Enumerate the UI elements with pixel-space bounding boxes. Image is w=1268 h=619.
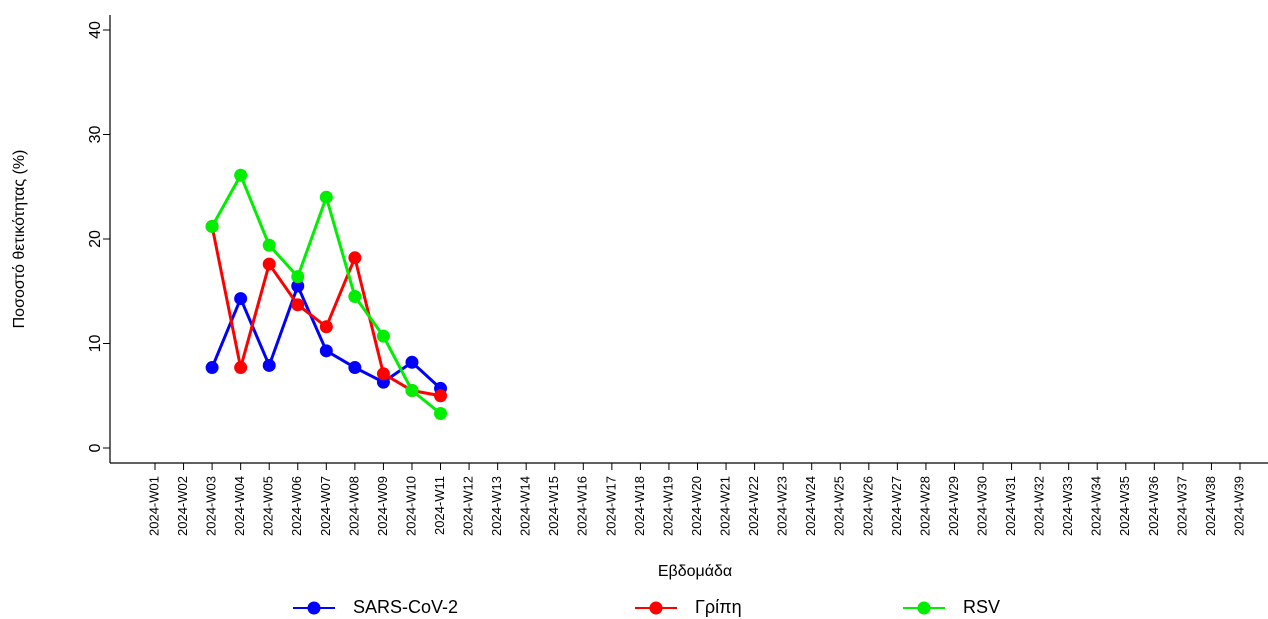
data-point: [348, 289, 362, 303]
y-tick-label: 40: [87, 21, 104, 39]
legend-label: Γρίπη: [695, 597, 742, 617]
data-point: [291, 270, 305, 284]
legend-label: RSV: [963, 597, 1000, 617]
x-tick-label: 2024-W34: [1089, 476, 1104, 536]
legend-marker: [917, 601, 931, 615]
data-point: [234, 168, 248, 182]
series-line: [210, 171, 442, 415]
x-tick-label: 2024-W32: [1032, 476, 1047, 536]
data-point: [348, 251, 362, 265]
x-tick-label: 2024-W37: [1174, 476, 1189, 536]
data-point: [434, 407, 448, 421]
x-tick-label: 2024-W29: [946, 476, 961, 536]
x-tick-label: 2024-W23: [775, 476, 790, 536]
x-tick-label: 2024-W19: [660, 476, 675, 536]
data-point: [319, 190, 333, 204]
x-tick-label: 2024-W07: [318, 476, 333, 536]
legend-marker: [307, 601, 321, 615]
y-tick-label: 10: [87, 335, 104, 353]
y-tick-label: 0: [87, 443, 104, 452]
x-tick-label: 2024-W02: [175, 476, 190, 536]
data-point: [405, 384, 419, 398]
x-tick-label: 2024-W31: [1003, 476, 1018, 536]
data-point: [348, 361, 362, 375]
x-tick-label: 2024-W24: [803, 476, 818, 536]
x-tick-label: 2024-W27: [889, 476, 904, 536]
x-tick-label: 2024-W05: [261, 476, 276, 536]
data-point: [405, 355, 419, 369]
y-tick-label: 20: [87, 230, 104, 248]
x-tick-label: 2024-W10: [403, 476, 418, 536]
x-tick-label: 2024-W36: [1146, 476, 1161, 536]
x-tick-label: 2024-W16: [575, 476, 590, 536]
x-tick-label: 2024-W06: [289, 476, 304, 536]
data-point: [291, 279, 305, 293]
x-tick-label: 2024-W17: [603, 476, 618, 536]
data-point: [262, 238, 276, 252]
x-tick-label: 2024-W38: [1203, 476, 1218, 536]
y-tick-label: 30: [87, 126, 104, 144]
x-tick-label: 2024-W11: [432, 476, 447, 535]
x-tick-label: 2024-W26: [860, 476, 875, 536]
x-tick-label: 2024-W22: [746, 476, 761, 536]
y-axis-label: Ποσοστό θετικότητας (%): [11, 150, 28, 329]
data-point: [291, 298, 305, 312]
data-point: [319, 320, 333, 334]
data-point: [234, 292, 248, 306]
data-point: [376, 329, 390, 343]
x-tick-label: 2024-W04: [232, 476, 247, 536]
x-axis-label: Εβδομάδα: [658, 563, 732, 580]
data-point: [319, 344, 333, 358]
x-tick-label: 2024-W21: [717, 476, 732, 536]
data-point: [262, 257, 276, 271]
data-point: [234, 361, 248, 375]
x-tick-label: 2024-W35: [1117, 476, 1132, 536]
data-point: [205, 361, 219, 375]
x-tick-label: 2024-W18: [632, 476, 647, 536]
x-tick-label: 2024-W13: [489, 476, 504, 536]
legend-marker: [649, 601, 663, 615]
x-tick-label: 2024-W33: [1060, 476, 1075, 536]
x-tick-label: 2024-W15: [546, 476, 561, 536]
x-tick-label: 2024-W08: [346, 476, 361, 536]
x-tick-label: 2024-W01: [146, 476, 161, 536]
x-tick-label: 2024-W30: [974, 476, 989, 536]
x-tick-label: 2024-W12: [461, 476, 476, 536]
x-tick-label: 2024-W25: [832, 476, 847, 536]
x-tick-label: 2024-W20: [689, 476, 704, 536]
x-tick-label: 2024-W03: [204, 476, 219, 536]
data-point: [205, 219, 219, 233]
x-tick-label: 2024-W14: [518, 476, 533, 536]
x-tick-label: 2024-W39: [1231, 476, 1246, 536]
x-tick-label: 2024-W28: [917, 476, 932, 536]
data-point: [262, 358, 276, 372]
legend-label: SARS-CoV-2: [353, 597, 458, 617]
data-point: [434, 389, 448, 403]
data-point: [376, 367, 390, 381]
x-tick-label: 2024-W09: [375, 476, 390, 536]
